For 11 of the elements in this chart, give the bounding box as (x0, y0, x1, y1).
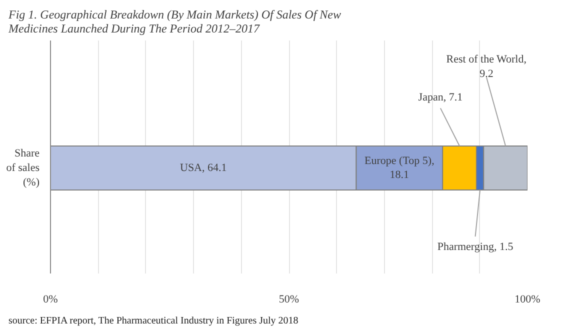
data-label: Europe (Top 5), 18.1 (364, 154, 435, 182)
data-label: Pharmerging, 1.5 (437, 241, 514, 254)
source-note: source: EFPIA report, The Pharmaceutical Industry in Figures July 2018 (8, 316, 298, 326)
data-label: Japan, 7.1 (418, 92, 463, 104)
chart-title: Fig 1. Geographical Breakdown (By Main Markets) Of Sales Of New Medicines Launched During The Period 2012–2017 (8, 8, 341, 36)
x-tick-label: 100% (514, 294, 540, 306)
data-label: USA, 64.1 (180, 162, 227, 174)
data-label: Rest of the World, 9.2 (446, 54, 527, 80)
x-tick-label: 50% (278, 294, 300, 306)
x-tick-label: 0% (43, 294, 58, 306)
y-tick-label: Share of sales (%) (6, 148, 40, 188)
